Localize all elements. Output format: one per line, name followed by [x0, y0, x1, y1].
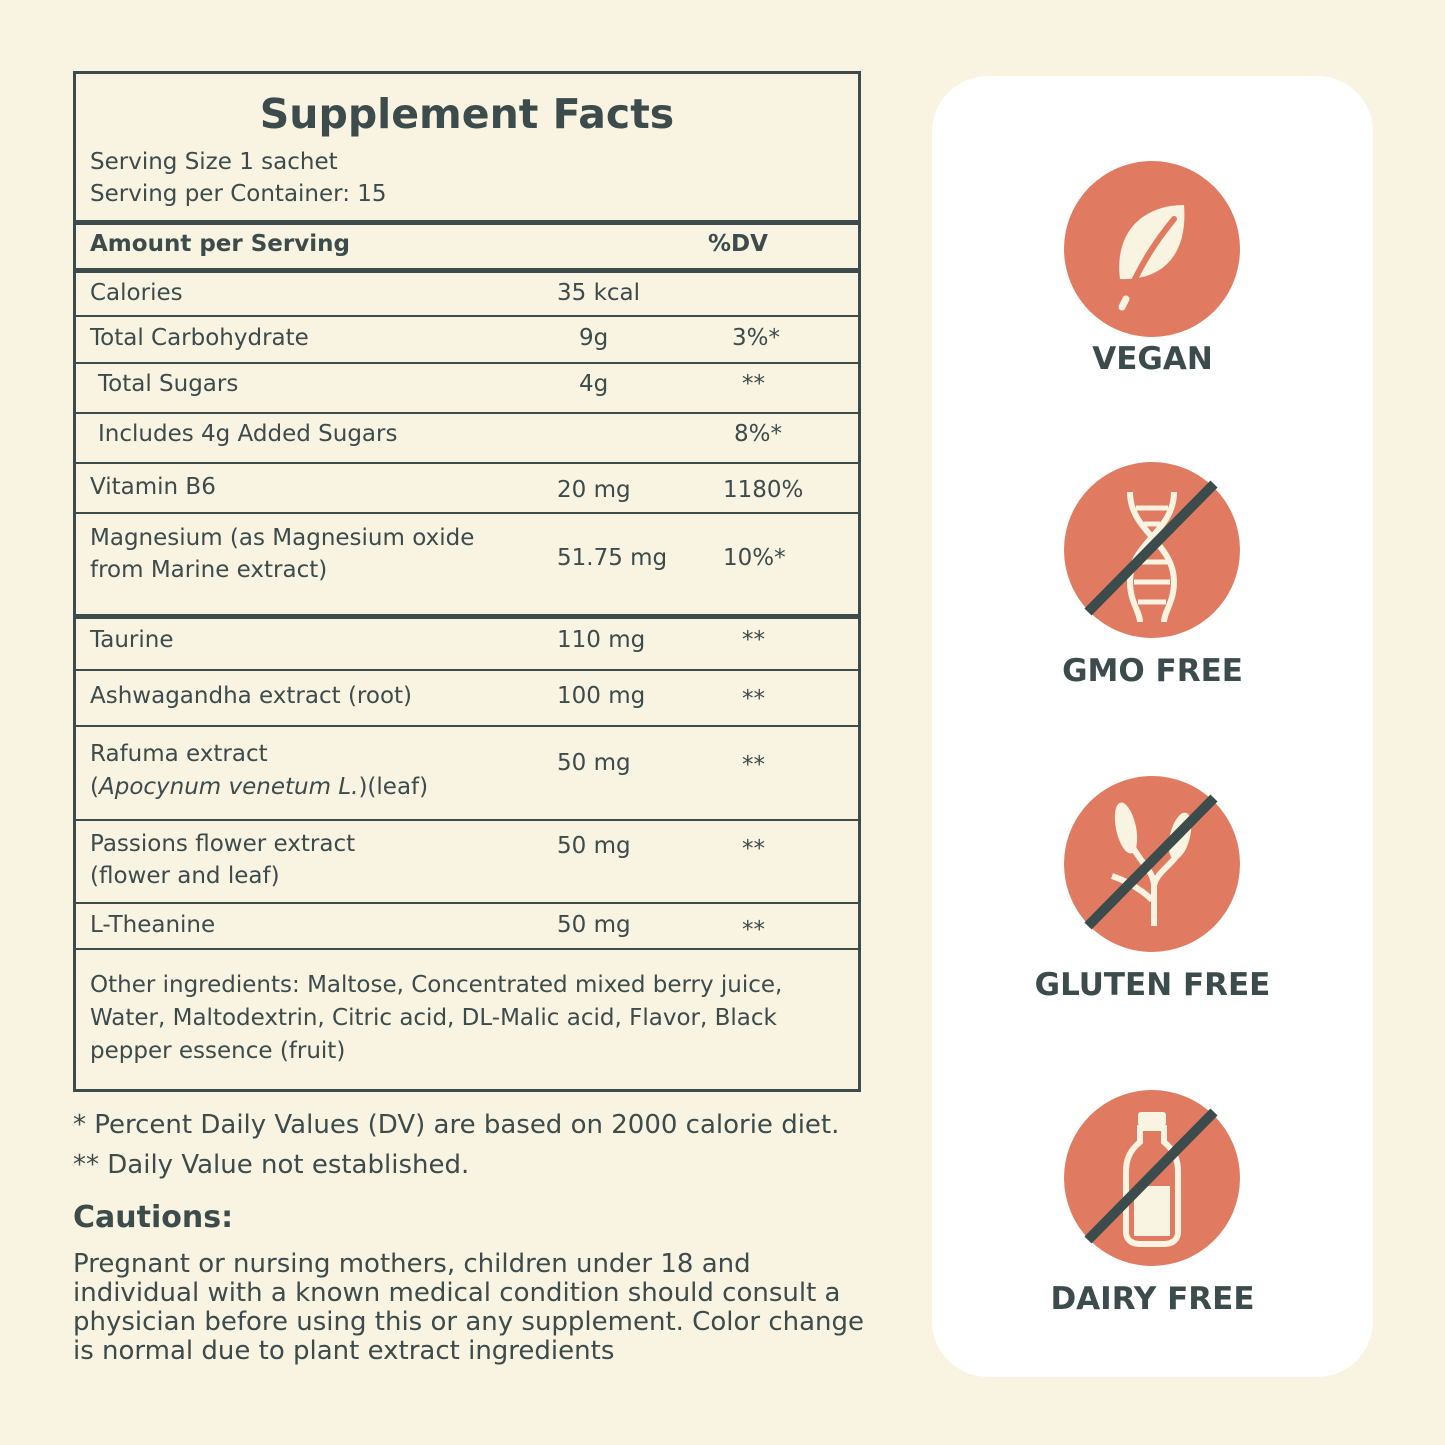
- row-name: Total Sugars: [98, 371, 239, 397]
- row-dv: **: [742, 371, 765, 397]
- row-amount: 51.75 mg: [557, 545, 668, 571]
- facts-title: Supplement Facts: [259, 90, 675, 138]
- row-amount: 4g: [579, 371, 609, 397]
- row-amount: 100 mg: [557, 683, 646, 709]
- divider: [76, 819, 858, 821]
- divider: [76, 220, 858, 225]
- row-name: Taurine: [90, 627, 174, 653]
- wheat-crossed-icon: [1064, 776, 1240, 952]
- leaf-icon: [1064, 161, 1240, 337]
- row-amount: 110 mg: [557, 627, 646, 653]
- row-dv: **: [742, 836, 765, 862]
- row-amount: 50 mg: [557, 833, 631, 859]
- cautions-title: Cautions:: [73, 1200, 234, 1235]
- latin-name: Apocynum venetum L.: [98, 774, 359, 800]
- row-amount: 20 mg: [557, 477, 631, 503]
- divider: [76, 902, 858, 904]
- divider: [76, 268, 858, 273]
- row-name: Includes 4g Added Sugars: [98, 421, 398, 447]
- badge-label-gmo-free: GMO FREE: [1062, 653, 1243, 689]
- divider: [76, 669, 858, 671]
- servings-per-container: Serving per Container: 15: [90, 181, 387, 207]
- supplement-facts-panel: Supplement Facts Serving Size 1 sachet S…: [73, 71, 861, 1092]
- badge-label-vegan: VEGAN: [1092, 341, 1213, 377]
- row-dv: **: [742, 627, 765, 653]
- row-dv: **: [742, 686, 765, 712]
- row-name: Vitamin B6: [90, 474, 216, 500]
- divider: [76, 412, 858, 414]
- footnote-dv: * Percent Daily Values (DV) are based on…: [73, 1110, 840, 1140]
- footnote-not-established: ** Daily Value not established.: [73, 1150, 470, 1180]
- row-dv: 3%*: [732, 325, 780, 351]
- divider: [76, 362, 858, 364]
- row-name: Calories: [90, 280, 183, 306]
- serving-size: Serving Size 1 sachet: [90, 149, 338, 175]
- row-dv: 8%*: [734, 421, 782, 447]
- row-name: L-Theanine: [90, 912, 216, 938]
- row-amount: 50 mg: [557, 912, 631, 938]
- badge-label-gluten-free: GLUTEN FREE: [1034, 967, 1271, 1003]
- row-name: Ashwagandha extract (root): [90, 683, 413, 709]
- facts-header: Supplement Facts Serving Size 1 sachet S…: [76, 74, 858, 220]
- row-name: Magnesium (as Magnesium oxide: [90, 525, 475, 551]
- badge-label-dairy-free: DAIRY FREE: [1050, 1281, 1255, 1317]
- dna-crossed-icon: [1064, 462, 1240, 638]
- row-dv: **: [742, 917, 765, 943]
- badges-panel: VEGAN GMO FREE GLUTEN FREE: [932, 76, 1373, 1377]
- milk-bottle-crossed-icon: [1064, 1090, 1240, 1266]
- row-name: from Marine extract): [90, 557, 328, 583]
- divider: [76, 462, 858, 464]
- other-ingredients: Other ingredients: Maltose, Concentrated…: [90, 972, 783, 1064]
- row-name-latin: (Apocynum venetum L.)(leaf): [90, 774, 429, 800]
- row-name: Total Carbohydrate: [90, 325, 309, 351]
- divider: [76, 315, 858, 317]
- row-dv: 10%*: [723, 545, 786, 571]
- row-name: (flower and leaf): [90, 863, 280, 889]
- latin-suffix: )(leaf): [358, 774, 429, 800]
- row-name: Rafuma extract: [90, 741, 268, 767]
- row-amount: 50 mg: [557, 750, 631, 776]
- divider: [76, 512, 858, 514]
- divider: [76, 614, 858, 619]
- cautions-text: Pregnant or nursing mothers, children un…: [73, 1249, 865, 1366]
- dv-header: %DV: [708, 231, 768, 257]
- amount-header: Amount per Serving: [90, 231, 350, 257]
- row-amount: 9g: [579, 325, 609, 351]
- divider: [76, 948, 858, 950]
- divider: [76, 725, 858, 727]
- row-name: Passions flower extract: [90, 831, 356, 857]
- row-dv: 1180%: [723, 477, 804, 503]
- row-dv: **: [742, 752, 765, 778]
- row-amount: 35 kcal: [557, 280, 641, 306]
